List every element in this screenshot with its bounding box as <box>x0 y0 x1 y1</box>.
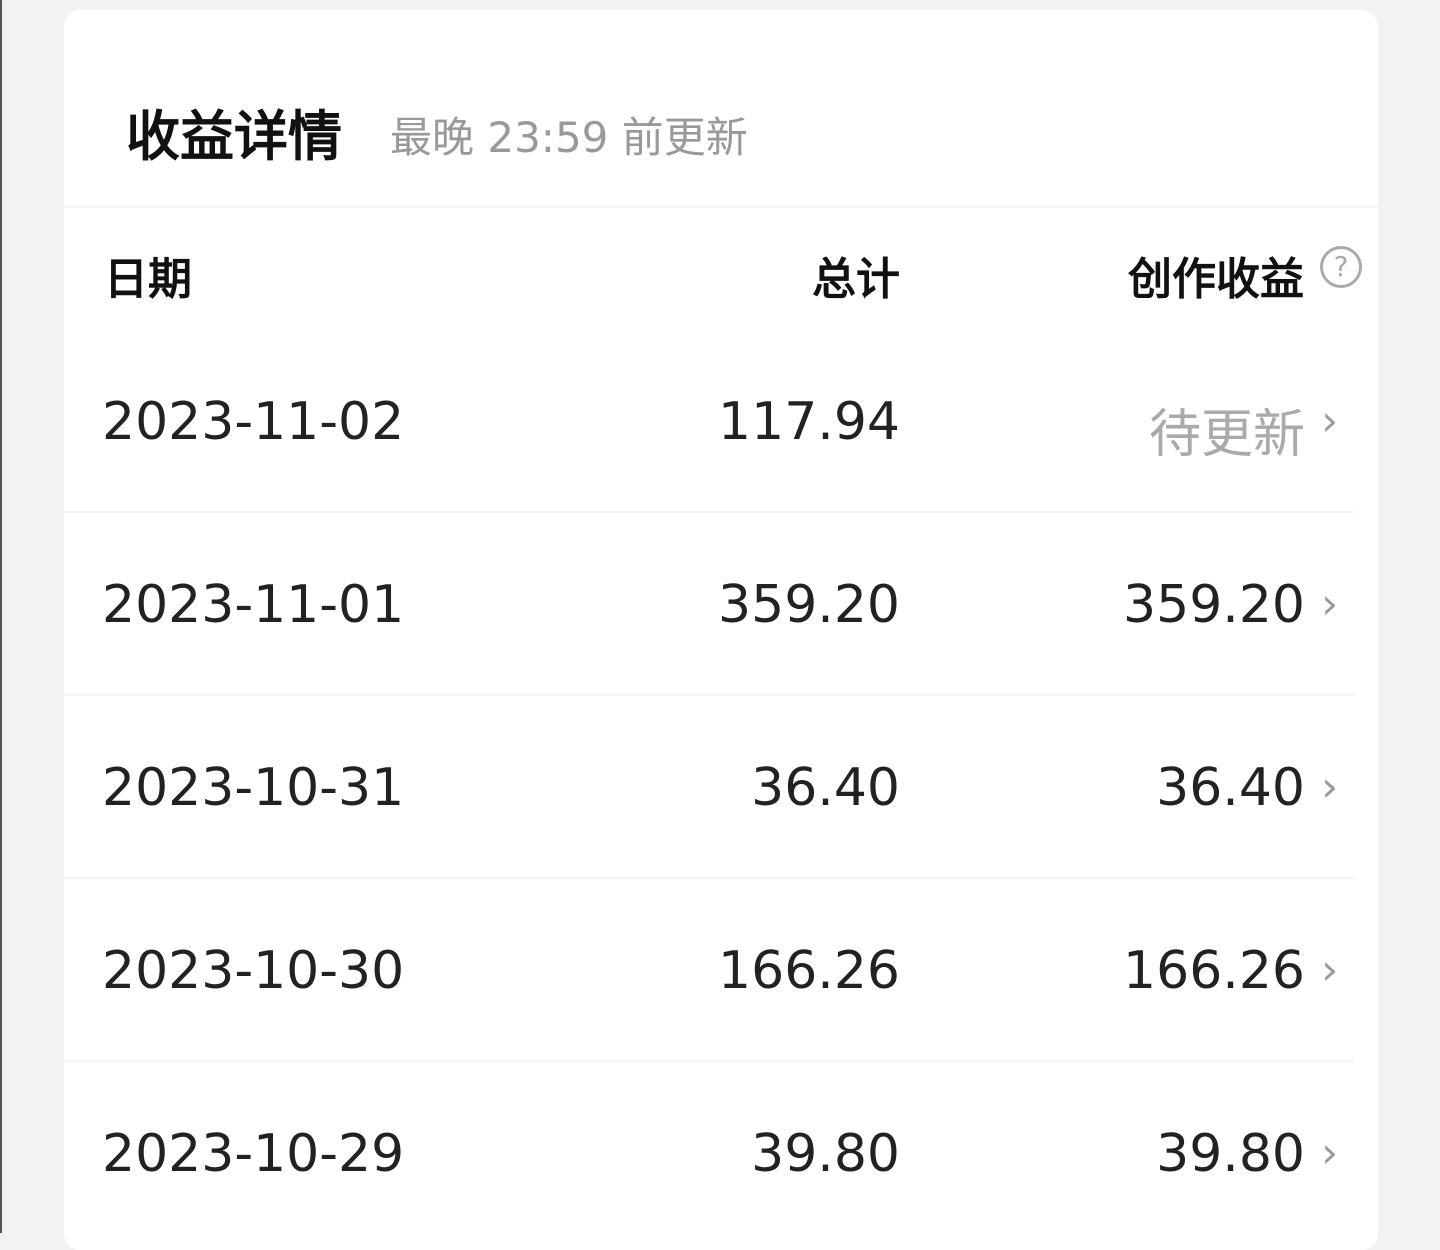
row-divider <box>64 694 1354 696</box>
card-header: 收益详情 最晚 23:59 前更新 <box>64 10 1378 207</box>
row-creator-earnings: 166.26 <box>1123 941 1305 1001</box>
table-row[interactable]: 2023-11-01 359.20 359.20 › <box>64 513 1378 696</box>
chevron-right-icon[interactable]: › <box>1321 762 1338 811</box>
chevron-right-icon[interactable]: › <box>1321 396 1338 445</box>
row-total: 166.26 <box>718 941 900 1001</box>
row-date: 2023-11-01 <box>102 575 405 635</box>
row-divider <box>64 511 1354 513</box>
row-divider <box>64 1060 1354 1062</box>
row-total: 39.80 <box>751 1124 900 1184</box>
table-row[interactable]: 2023-10-30 166.26 166.26 › <box>64 879 1378 1062</box>
row-creator-earnings: 39.80 <box>1156 1124 1305 1184</box>
row-total: 36.40 <box>751 758 900 818</box>
table-row[interactable]: 2023-10-31 36.40 36.40 › <box>64 696 1378 879</box>
row-date: 2023-10-31 <box>102 758 405 818</box>
row-divider <box>64 877 1354 879</box>
row-total: 117.94 <box>718 392 900 452</box>
row-date: 2023-10-29 <box>102 1124 405 1184</box>
row-date: 2023-10-30 <box>102 941 405 1001</box>
question-circle-icon[interactable]: ? <box>1320 246 1362 288</box>
page-title: 收益详情 <box>126 105 342 168</box>
chevron-right-icon[interactable]: › <box>1321 945 1338 994</box>
row-date: 2023-11-02 <box>102 392 405 452</box>
table-row[interactable]: 2023-11-02 117.94 待更新 › <box>64 330 1378 513</box>
update-note: 最晚 23:59 前更新 <box>390 113 748 162</box>
table-row[interactable]: 2023-10-29 39.80 39.80 › <box>64 1062 1378 1245</box>
earnings-card: 收益详情 最晚 23:59 前更新 日期 总计 创作收益 ? 2023-11-0… <box>64 10 1378 1250</box>
row-total: 359.20 <box>718 575 900 635</box>
column-header-creator: 创作收益 <box>1128 254 1304 305</box>
row-creator-earnings: 359.20 <box>1123 575 1305 635</box>
row-creator-earnings: 待更新 <box>1148 405 1305 465</box>
column-header-total: 总计 <box>812 254 900 305</box>
chevron-right-icon[interactable]: › <box>1321 579 1338 628</box>
divider <box>64 206 1378 208</box>
screen-edge <box>0 0 2 1233</box>
row-creator-earnings: 36.40 <box>1156 758 1305 818</box>
chevron-right-icon[interactable]: › <box>1321 1128 1338 1177</box>
column-header-date: 日期 <box>104 254 192 305</box>
